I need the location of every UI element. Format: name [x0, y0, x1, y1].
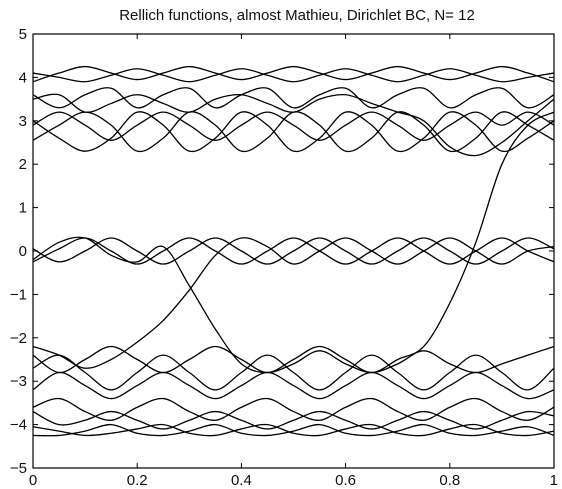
y-tick-label: −1	[10, 286, 27, 303]
y-tick-label: 3	[19, 113, 27, 130]
series-line-17	[32, 423, 555, 437]
series-line-7	[32, 93, 555, 157]
x-tick-label: 0.8	[439, 472, 460, 489]
series-group	[32, 65, 555, 437]
series-line-6	[32, 111, 555, 153]
y-tick-label: 5	[19, 26, 27, 43]
series-line-2	[32, 65, 555, 83]
series-line-12	[32, 111, 555, 374]
x-tick-label: 1	[550, 472, 558, 489]
series-line-9	[32, 237, 555, 265]
series-line-13	[32, 354, 555, 391]
series-line-18	[32, 423, 555, 437]
x-tick-label: 0.6	[335, 472, 356, 489]
x-tick-label: 0.4	[231, 472, 252, 489]
series-line-10	[32, 236, 555, 374]
x-tick-label: 0	[29, 472, 37, 489]
x-tick-label: 0.2	[127, 472, 148, 489]
y-tick-label: 0	[19, 243, 27, 260]
series-line-15	[32, 397, 555, 421]
series-line-14	[32, 371, 555, 400]
series-line-11	[32, 237, 555, 369]
y-tick-label: 1	[19, 200, 27, 217]
series-line-4	[32, 111, 555, 141]
series-line-3	[32, 87, 555, 109]
series-line-5	[32, 111, 555, 153]
tick-label-group: −5 −4 −3 −2 −1 0 1 2 3 4 5 0 0.2 0.4 0.6 0.8 1	[10, 26, 558, 489]
y-tick-label: −3	[10, 373, 27, 390]
plot-area-frame	[32, 33, 555, 469]
chart-title: Rellich functions, almost Mathieu, Diric…	[119, 7, 475, 24]
y-tick-label: 2	[19, 156, 27, 173]
y-tick-label: −5	[10, 460, 27, 477]
y-tick-label: 4	[19, 69, 27, 86]
series-line-1	[32, 68, 555, 83]
series-line-16	[32, 410, 555, 430]
y-tick-label: −4	[10, 417, 27, 434]
y-tick-label: −2	[10, 330, 27, 347]
